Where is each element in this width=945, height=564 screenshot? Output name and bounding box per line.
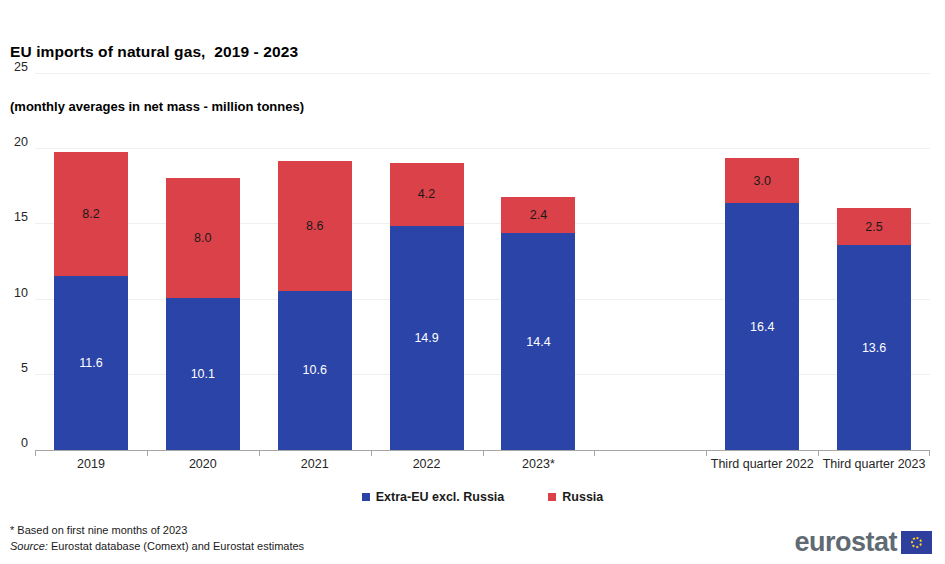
x-axis-label-2021: 2021 — [301, 457, 329, 471]
legend-label: Extra-EU excl. Russia — [376, 490, 505, 504]
legend-swatch-icon — [362, 493, 370, 501]
plot-area: 051015202511.68.2201910.18.0202010.68.62… — [35, 74, 930, 450]
bar-value-label: 4.2 — [418, 187, 435, 201]
y-axis-label-0: 0 — [0, 436, 28, 450]
bar-segment-extra-eu-excl-russia: 11.6 — [54, 276, 128, 450]
chart-title: EU imports of natural gas, 2019 - 2023 — [10, 43, 304, 61]
source-label: Source: — [10, 540, 48, 552]
bar-segment-extra-eu-excl-russia: 14.9 — [390, 226, 464, 450]
bar-segment-russia: 8.2 — [54, 152, 128, 275]
bar-value-label: 8.0 — [194, 231, 211, 245]
bar-value-label: 8.6 — [306, 219, 323, 233]
y-axis-label-5: 5 — [0, 361, 28, 375]
x-axis-tick — [929, 450, 930, 456]
footnote-asterisk: * Based on first nine months of 2023 — [10, 523, 304, 538]
x-axis-label-third-quarter-2022: Third quarter 2022 — [711, 457, 814, 471]
bar-value-label: 11.6 — [79, 356, 102, 370]
y-axis-label-10: 10 — [0, 286, 28, 300]
source-text: Eurostat database (Comext) and Eurostat … — [48, 540, 304, 552]
x-axis-label-2022: 2022 — [413, 457, 441, 471]
x-axis-tick — [371, 450, 372, 456]
bar-value-label: 14.4 — [526, 335, 550, 349]
stacked-bar-2020: 10.1 8.0 — [166, 178, 240, 450]
bar-value-label: 2.5 — [865, 220, 882, 234]
bar-value-label: 14.9 — [414, 331, 438, 345]
bar-value-label: 2.4 — [530, 208, 547, 222]
y-axis-label-25: 25 — [0, 60, 28, 74]
stacked-bar-2023*: 14.4 2.4 — [501, 197, 575, 450]
x-axis-label-2019: 2019 — [77, 457, 105, 471]
bar-value-label: 3.0 — [753, 174, 770, 188]
bar-segment-russia: 4.2 — [390, 163, 464, 226]
bar-value-label: 10.1 — [191, 367, 215, 381]
legend-swatch-icon — [548, 493, 556, 501]
x-axis-tick — [706, 450, 707, 456]
x-axis-label-2023-: 2023* — [522, 457, 555, 471]
legend-label: Russia — [562, 490, 603, 504]
stacked-bar-2021: 10.6 8.6 — [278, 161, 352, 450]
x-axis-tick — [818, 450, 819, 456]
x-axis-label-2020: 2020 — [189, 457, 217, 471]
legend-item-russia: Russia — [548, 490, 603, 504]
x-axis-tick — [483, 450, 484, 456]
legend: Extra-EU excl. Russia Russia — [35, 490, 930, 504]
bar-value-label: 8.2 — [82, 207, 99, 221]
stacked-bar-Third quarter 2022: 16.4 3.0 — [725, 158, 799, 450]
bar-segment-extra-eu-excl-russia: 14.4 — [501, 233, 575, 450]
x-axis-tick — [147, 450, 148, 456]
eurostat-logo-text: eurostat — [794, 529, 897, 556]
bar-segment-russia: 2.5 — [837, 208, 911, 246]
legend-item-extra-eu-excl-russia: Extra-EU excl. Russia — [362, 490, 505, 504]
stacked-bar-Third quarter 2023: 13.6 2.5 — [837, 208, 911, 450]
bar-segment-extra-eu-excl-russia: 10.1 — [166, 298, 240, 450]
bar-segment-extra-eu-excl-russia: 16.4 — [725, 203, 799, 450]
bar-value-label: 16.4 — [750, 320, 774, 334]
stacked-bar-2019: 11.6 8.2 — [54, 152, 128, 450]
bar-segment-russia: 8.0 — [166, 178, 240, 298]
x-axis-tick — [594, 450, 595, 456]
eurostat-logo: eurostat — [794, 529, 932, 556]
bar-segment-russia: 8.6 — [278, 161, 352, 290]
gridline-y25 — [35, 73, 930, 74]
x-axis-label-third-quarter-2023: Third quarter 2023 — [823, 457, 926, 471]
bar-segment-russia: 3.0 — [725, 158, 799, 203]
x-axis-tick — [259, 450, 260, 456]
y-axis-label-20: 20 — [0, 135, 28, 149]
gridline-y20 — [35, 148, 930, 149]
bar-segment-russia: 2.4 — [501, 197, 575, 233]
bar-segment-extra-eu-excl-russia: 13.6 — [837, 245, 911, 450]
footnotes: * Based on first nine months of 2023 Sou… — [10, 522, 304, 554]
footnote-source: Source: Eurostat database (Comext) and E… — [10, 539, 304, 554]
stacked-bar-2022: 14.9 4.2 — [390, 163, 464, 450]
x-axis-tick — [35, 450, 36, 456]
y-axis-label-15: 15 — [0, 210, 28, 224]
eu-flag-icon — [901, 531, 932, 554]
bar-value-label: 10.6 — [303, 363, 327, 377]
bar-value-label: 13.6 — [862, 341, 886, 355]
bar-segment-extra-eu-excl-russia: 10.6 — [278, 291, 352, 450]
